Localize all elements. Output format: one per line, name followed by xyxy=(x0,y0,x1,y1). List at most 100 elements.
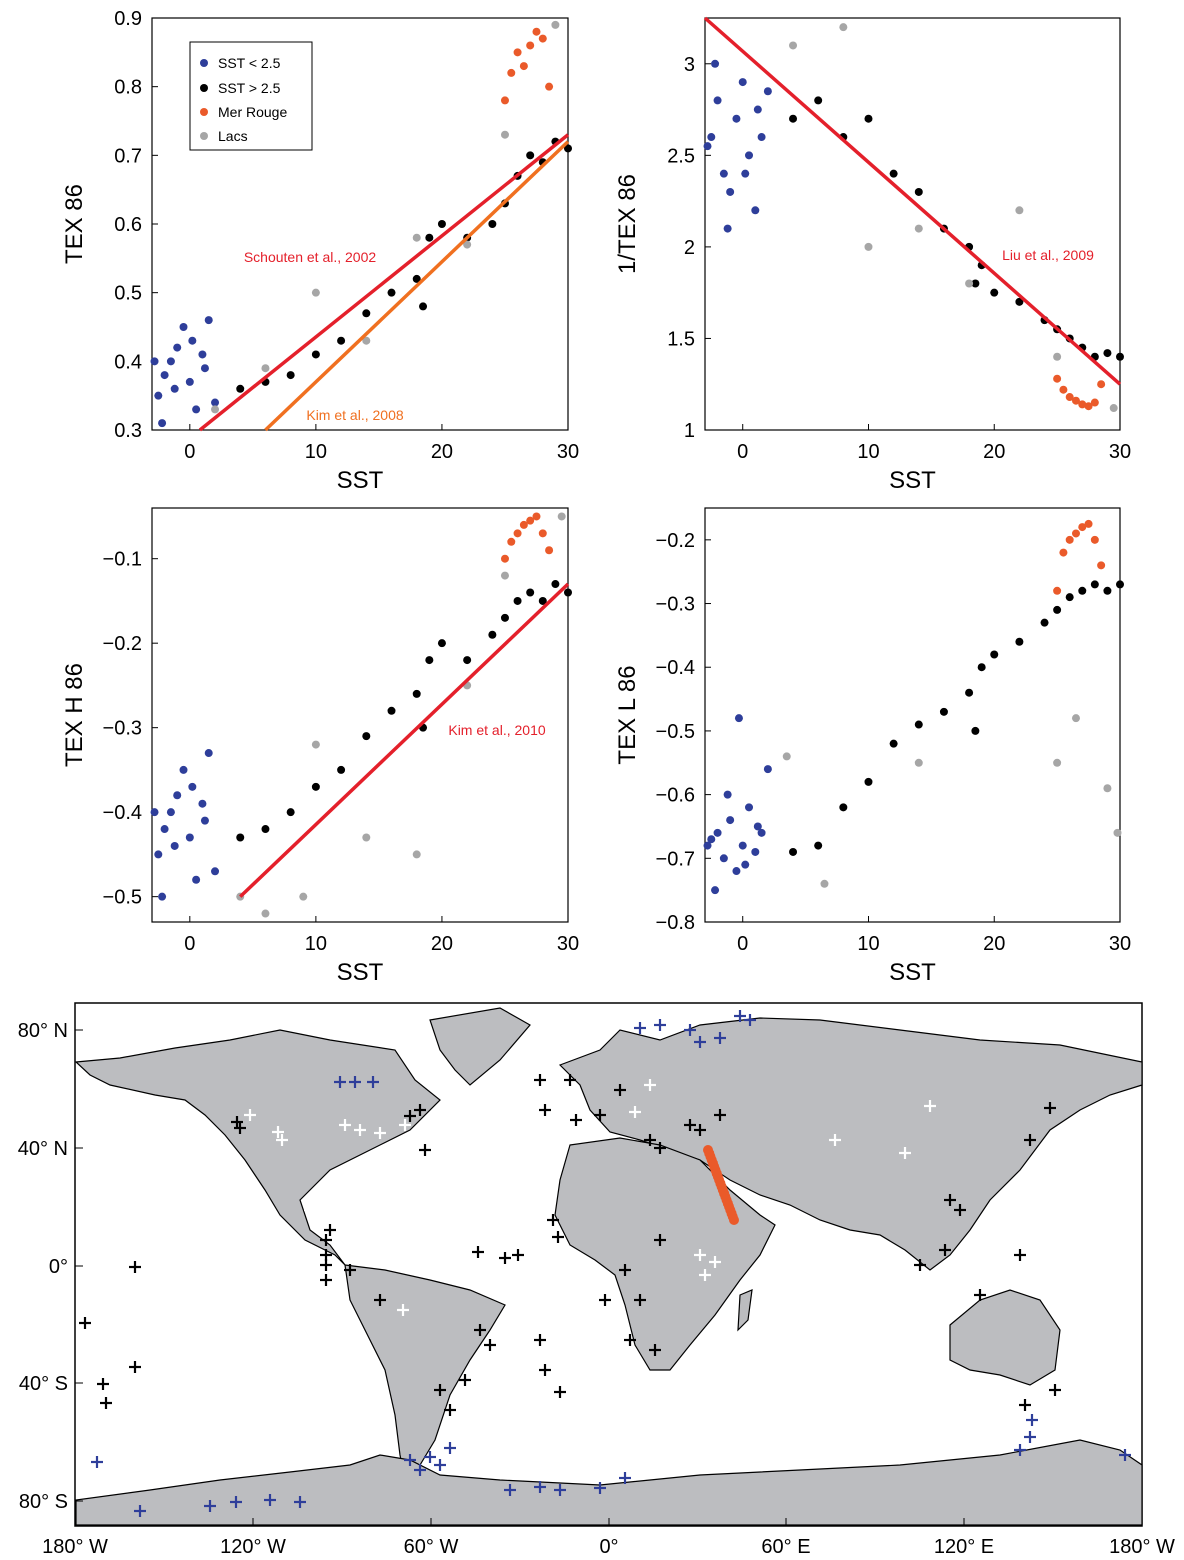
data-point-sst-high xyxy=(526,151,535,160)
data-point-red-sea xyxy=(1059,385,1068,394)
map-y-tick-label: 40° N xyxy=(18,1138,68,1160)
plot-frame xyxy=(151,507,569,923)
data-point-sst-low xyxy=(204,749,213,758)
y-tick-label: 1.5 xyxy=(667,328,695,350)
data-point-sst-low xyxy=(753,822,762,831)
sample-site-marker xyxy=(367,1076,379,1088)
sample-site-marker xyxy=(334,1076,346,1088)
map-x-tick-label: 180° W xyxy=(1109,1536,1175,1558)
data-point-sst-low xyxy=(179,323,188,331)
sample-site-marker xyxy=(79,1317,91,1329)
sample-site-marker xyxy=(954,1204,966,1216)
sample-site-marker xyxy=(339,1119,351,1131)
sample-site-marker xyxy=(1014,1444,1026,1456)
map-x-tick-label: 60° E xyxy=(761,1536,810,1558)
data-point-red-sea xyxy=(1097,380,1106,389)
data-point-sst-high xyxy=(1053,605,1062,614)
sample-site-marker xyxy=(354,1124,366,1136)
data-point-red-sea xyxy=(1078,400,1087,409)
data-point-sst-low xyxy=(738,841,747,850)
chart-tex86l: 0 10 20 30 −0.8 −0.7 −0.6 −0.5 −0.4 −0.3 −0.2 SST TE… xyxy=(614,507,1131,986)
data-point-sst-low xyxy=(204,316,213,325)
y-tick-label: 3 xyxy=(684,54,695,76)
data-point-sst-high xyxy=(564,144,572,153)
y-tick-label: −0.3 xyxy=(656,594,695,616)
sample-site-marker xyxy=(694,1036,706,1048)
sample-site-marker xyxy=(419,1144,431,1156)
sample-site-marker xyxy=(684,1119,696,1131)
data-point-red-sea xyxy=(519,62,528,71)
sample-site-marker xyxy=(1024,1431,1036,1443)
fit-line xyxy=(703,16,1122,386)
sample-site-marker xyxy=(444,1442,456,1454)
data-point-sst-low xyxy=(751,847,760,856)
data-point-lakes xyxy=(965,279,974,288)
y-tick-label: −0.8 xyxy=(656,912,695,934)
sample-site-marker xyxy=(624,1334,636,1346)
sample-site-marker xyxy=(594,1109,606,1121)
data-point-sst-high xyxy=(337,336,346,345)
data-point-lakes xyxy=(914,224,923,233)
sample-site-marker xyxy=(614,1084,626,1096)
sample-site-marker xyxy=(552,1231,564,1243)
data-point-sst-low xyxy=(200,364,209,373)
data-point-sst-high xyxy=(864,777,873,786)
data-point-sst-high xyxy=(362,309,371,318)
y-tick-label: 2.5 xyxy=(667,145,695,167)
x-tick-label: 20 xyxy=(431,441,453,463)
data-point-sst-high xyxy=(990,288,999,297)
sample-site-marker xyxy=(534,1074,546,1086)
data-point-sst-low xyxy=(726,187,735,196)
data-point-lakes xyxy=(500,130,509,139)
legend-label-sst-low: SST < 2.5 xyxy=(218,55,281,71)
y-axis-label: TEX L 86 xyxy=(614,665,641,764)
data-point-red-sea xyxy=(526,516,535,525)
data-point-sst-low xyxy=(726,816,735,825)
x-tick-label: 0 xyxy=(184,933,195,955)
data-point-sst-high xyxy=(412,274,421,283)
data-point-sst-high xyxy=(1103,586,1112,595)
legend-label-red-sea: Mer Rouge xyxy=(218,104,287,120)
sample-site-marker xyxy=(594,1482,606,1494)
data-point-sst-low xyxy=(757,133,766,142)
data-point-sst-low xyxy=(185,377,194,386)
x-tick-label: 30 xyxy=(1109,441,1131,463)
data-point-sst-high xyxy=(311,782,320,791)
data-point-sst-low xyxy=(723,790,732,799)
data-point-sst-low xyxy=(185,833,194,842)
land-madagascar xyxy=(737,1289,753,1332)
data-point-sst-high xyxy=(437,639,446,648)
sample-site-marker xyxy=(244,1109,256,1121)
fit-line xyxy=(198,133,570,432)
data-point-sst-high xyxy=(990,650,999,659)
data-point-sst-high xyxy=(412,689,421,698)
data-point-red-sea xyxy=(545,82,554,91)
data-point-red-sea xyxy=(1084,402,1093,411)
sample-site-marker xyxy=(634,1022,646,1034)
sample-site-marker xyxy=(97,1378,109,1390)
data-point-sst-high xyxy=(311,350,320,359)
y-tick-label: 0.3 xyxy=(114,420,142,442)
sample-site-marker xyxy=(444,1404,456,1416)
data-point-lakes xyxy=(412,233,421,242)
data-point-lakes xyxy=(261,909,270,918)
data-point-sst-high xyxy=(1040,618,1049,627)
sample-site-marker xyxy=(654,1019,666,1031)
sample-site-marker xyxy=(434,1384,446,1396)
data-point-sst-low xyxy=(160,371,169,380)
chart-inv-tex86: 0 10 20 30 1 1.5 2 2.5 3 SST 1/TEX 86 Liu et al., 2… xyxy=(614,16,1131,494)
sample-site-marker xyxy=(564,1074,576,1086)
sample-site-marker xyxy=(714,1032,726,1044)
sample-site-marker xyxy=(129,1261,141,1273)
data-point-red-sea xyxy=(507,68,516,77)
data-point-red-sea xyxy=(1065,393,1074,402)
data-point-sst-high xyxy=(419,302,428,311)
sample-site-marker xyxy=(424,1451,436,1463)
sample-site-marker xyxy=(414,1104,426,1116)
data-point-sst-high xyxy=(551,580,560,589)
data-point-sst-low xyxy=(154,391,163,400)
data-point-sst-high xyxy=(914,187,923,196)
data-point-lakes xyxy=(789,41,798,50)
sample-site-marker xyxy=(474,1324,486,1336)
data-point-sst-low xyxy=(723,224,732,233)
